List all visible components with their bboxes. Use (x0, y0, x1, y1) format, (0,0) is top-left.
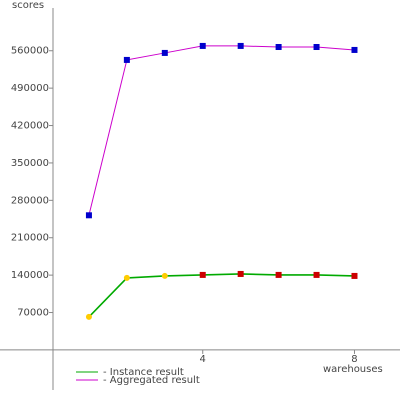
marker (123, 56, 130, 63)
x-tick-label: 4 (200, 354, 206, 365)
marker (199, 42, 206, 49)
marker (237, 42, 244, 49)
y-tick-label: 280000 (11, 195, 49, 206)
marker (313, 44, 320, 51)
y-tick-label: 490000 (11, 83, 49, 94)
legend-label: - Aggregated result (103, 375, 200, 386)
y-tick-label: 560000 (11, 46, 49, 57)
y-tick-label: 70000 (17, 308, 49, 319)
marker (237, 270, 244, 277)
marker (199, 271, 206, 278)
series-line (88, 273, 355, 318)
x-tick-label: 8 (351, 354, 357, 365)
series-line (88, 45, 355, 216)
marker (275, 271, 282, 278)
marker (351, 46, 358, 53)
marker (351, 272, 358, 279)
y-axis-label: scores (12, 0, 44, 11)
legend-label: - Instance result (103, 367, 184, 378)
marker (161, 272, 168, 279)
marker (275, 44, 282, 51)
y-tick-label: 210000 (11, 233, 49, 244)
marker (313, 271, 320, 278)
marker (85, 313, 92, 320)
y-tick-label: 420000 (11, 121, 49, 132)
marker (161, 49, 168, 56)
y-tick-label: 350000 (11, 158, 49, 169)
marker (123, 274, 130, 281)
y-tick-label: 140000 (11, 270, 49, 281)
x-axis-label: warehouses (323, 364, 383, 375)
marker (85, 212, 92, 219)
